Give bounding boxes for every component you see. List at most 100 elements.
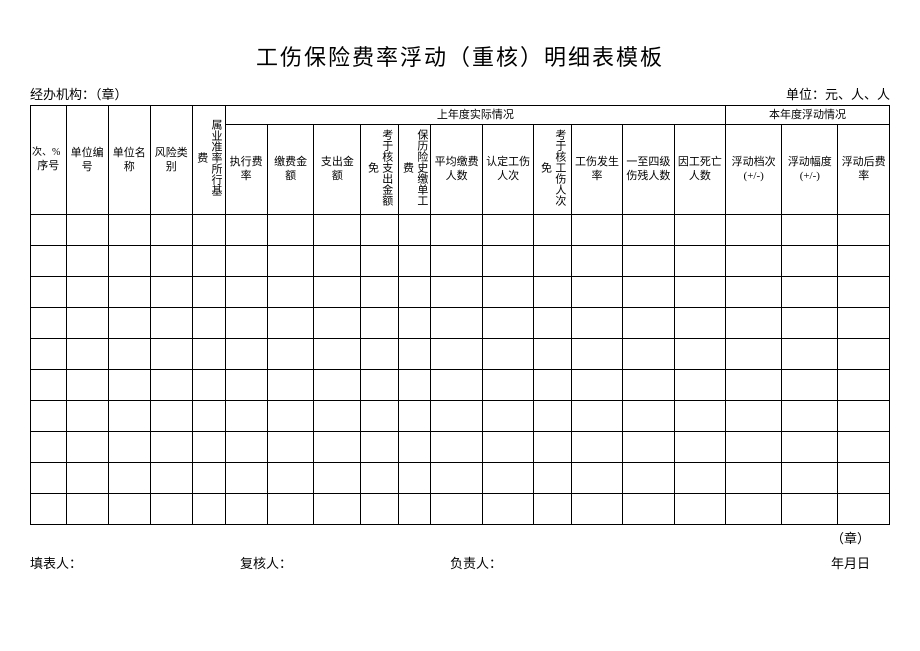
table-cell (674, 493, 725, 524)
footer-filler: 填表人： (30, 553, 240, 572)
table-cell (398, 338, 431, 369)
table-cell (398, 400, 431, 431)
col-unit-name: 单位名称 (108, 106, 150, 215)
table-cell (361, 400, 398, 431)
table-cell (782, 307, 838, 338)
table-cell (838, 307, 890, 338)
footer-right: （章） (30, 529, 890, 550)
table-cell (150, 400, 192, 431)
table-cell (31, 400, 67, 431)
table-cell (361, 214, 398, 245)
table-cell (534, 276, 571, 307)
footer-manager: 负责人： (450, 553, 660, 572)
table-cell (66, 462, 108, 493)
table-cell (267, 400, 314, 431)
table-cell (192, 369, 225, 400)
table-cell (108, 400, 150, 431)
col-expend: 支出金额 (314, 125, 361, 214)
table-cell (150, 431, 192, 462)
table-cell (361, 493, 398, 524)
table-cell (225, 307, 267, 338)
table-cell (534, 431, 571, 462)
table-row (31, 214, 890, 245)
table-cell (314, 214, 361, 245)
table-cell (150, 214, 192, 245)
table-cell (838, 276, 890, 307)
table-cell (623, 493, 674, 524)
table-cell (192, 338, 225, 369)
table-cell (31, 431, 67, 462)
table-cell (108, 245, 150, 276)
table-cell (66, 245, 108, 276)
table-cell (482, 276, 533, 307)
table-cell (225, 214, 267, 245)
table-cell (225, 400, 267, 431)
table-cell (782, 369, 838, 400)
col-after-rate: 浮动后费率 (838, 125, 890, 214)
table-cell (267, 276, 314, 307)
table-row (31, 462, 890, 493)
table-cell (534, 462, 571, 493)
table-cell (782, 338, 838, 369)
col-pay-amount: 缴费金额 (267, 125, 314, 214)
table-cell (782, 400, 838, 431)
col-float-level: 浮动档次 (+/-) (726, 125, 782, 214)
table-cell (838, 400, 890, 431)
table-cell (674, 214, 725, 245)
table-cell (726, 307, 782, 338)
footer-stamp: （章） (30, 529, 870, 550)
table-cell (150, 245, 192, 276)
table-cell (361, 462, 398, 493)
table-cell (225, 276, 267, 307)
table-cell (571, 400, 622, 431)
table-cell (482, 338, 533, 369)
table-cell (838, 431, 890, 462)
table-cell (267, 245, 314, 276)
footer-date: 年月日 (660, 553, 890, 572)
table-cell (431, 493, 482, 524)
table-cell (398, 493, 431, 524)
table-cell (225, 245, 267, 276)
col-injury-cases: 认定工伤人次 (482, 125, 533, 214)
table-cell (482, 307, 533, 338)
table-cell (267, 338, 314, 369)
table-cell (431, 276, 482, 307)
table-cell (31, 462, 67, 493)
col-disabled: 一至四级伤残人数 (623, 125, 674, 214)
table-cell (398, 307, 431, 338)
table-cell (108, 462, 150, 493)
table-cell (674, 400, 725, 431)
table-cell (150, 493, 192, 524)
table-cell (782, 462, 838, 493)
table-cell (726, 462, 782, 493)
table-cell (726, 214, 782, 245)
table-cell (571, 307, 622, 338)
table-cell (726, 245, 782, 276)
table-cell (571, 493, 622, 524)
table-cell (361, 245, 398, 276)
table-cell (398, 245, 431, 276)
table-cell (361, 307, 398, 338)
table-cell (398, 276, 431, 307)
table-cell (571, 369, 622, 400)
table-cell (108, 214, 150, 245)
table-row (31, 245, 890, 276)
table-cell (674, 431, 725, 462)
table-cell (623, 307, 674, 338)
col-seq: 次、% 序号 (31, 106, 67, 215)
table-cell (623, 431, 674, 462)
table-cell (431, 369, 482, 400)
table-cell (782, 245, 838, 276)
table-cell (482, 369, 533, 400)
col-base-rate: 属业准率所行基费 (192, 106, 225, 215)
footer-sign-row: 填表人： 复核人： 负责人： 年月日 (30, 553, 890, 572)
table-cell (150, 338, 192, 369)
table-cell (838, 214, 890, 245)
col-risk-type: 风险类别 (150, 106, 192, 215)
table-cell (431, 338, 482, 369)
table-cell (314, 276, 361, 307)
table-cell (482, 400, 533, 431)
table-cell (66, 338, 108, 369)
table-cell (31, 276, 67, 307)
table-cell (726, 338, 782, 369)
